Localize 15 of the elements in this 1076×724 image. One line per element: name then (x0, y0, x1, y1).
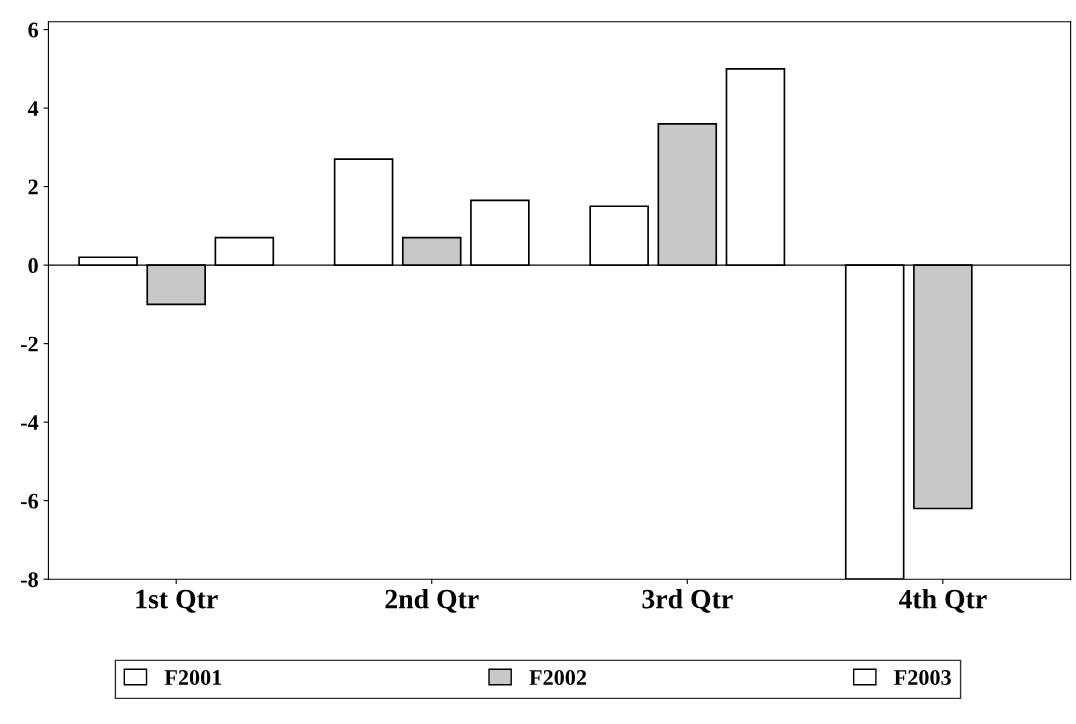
y-tick-label: -2 (21, 336, 38, 352)
legend-label: F2003 (894, 670, 951, 686)
x-tick-label: 1st Qtr (136, 589, 218, 613)
y-tick-label: 6 (28, 22, 39, 38)
y-tick-label: -4 (21, 415, 39, 430)
y-tick-label: 2 (28, 179, 38, 195)
y-tick-label: 4 (27, 101, 39, 116)
x-tick-label: 3rd Qtr (642, 588, 733, 613)
y-tick-label: -6 (21, 493, 39, 509)
legend-label: F2001 (164, 670, 222, 686)
y-tick-label: 0 (28, 258, 38, 274)
x-tick-label: 4th Qtr (898, 588, 987, 613)
x-tick-label: 2nd Qtr (385, 588, 479, 613)
y-tick-label: -8 (21, 572, 38, 588)
legend-label: F2002 (529, 670, 587, 686)
